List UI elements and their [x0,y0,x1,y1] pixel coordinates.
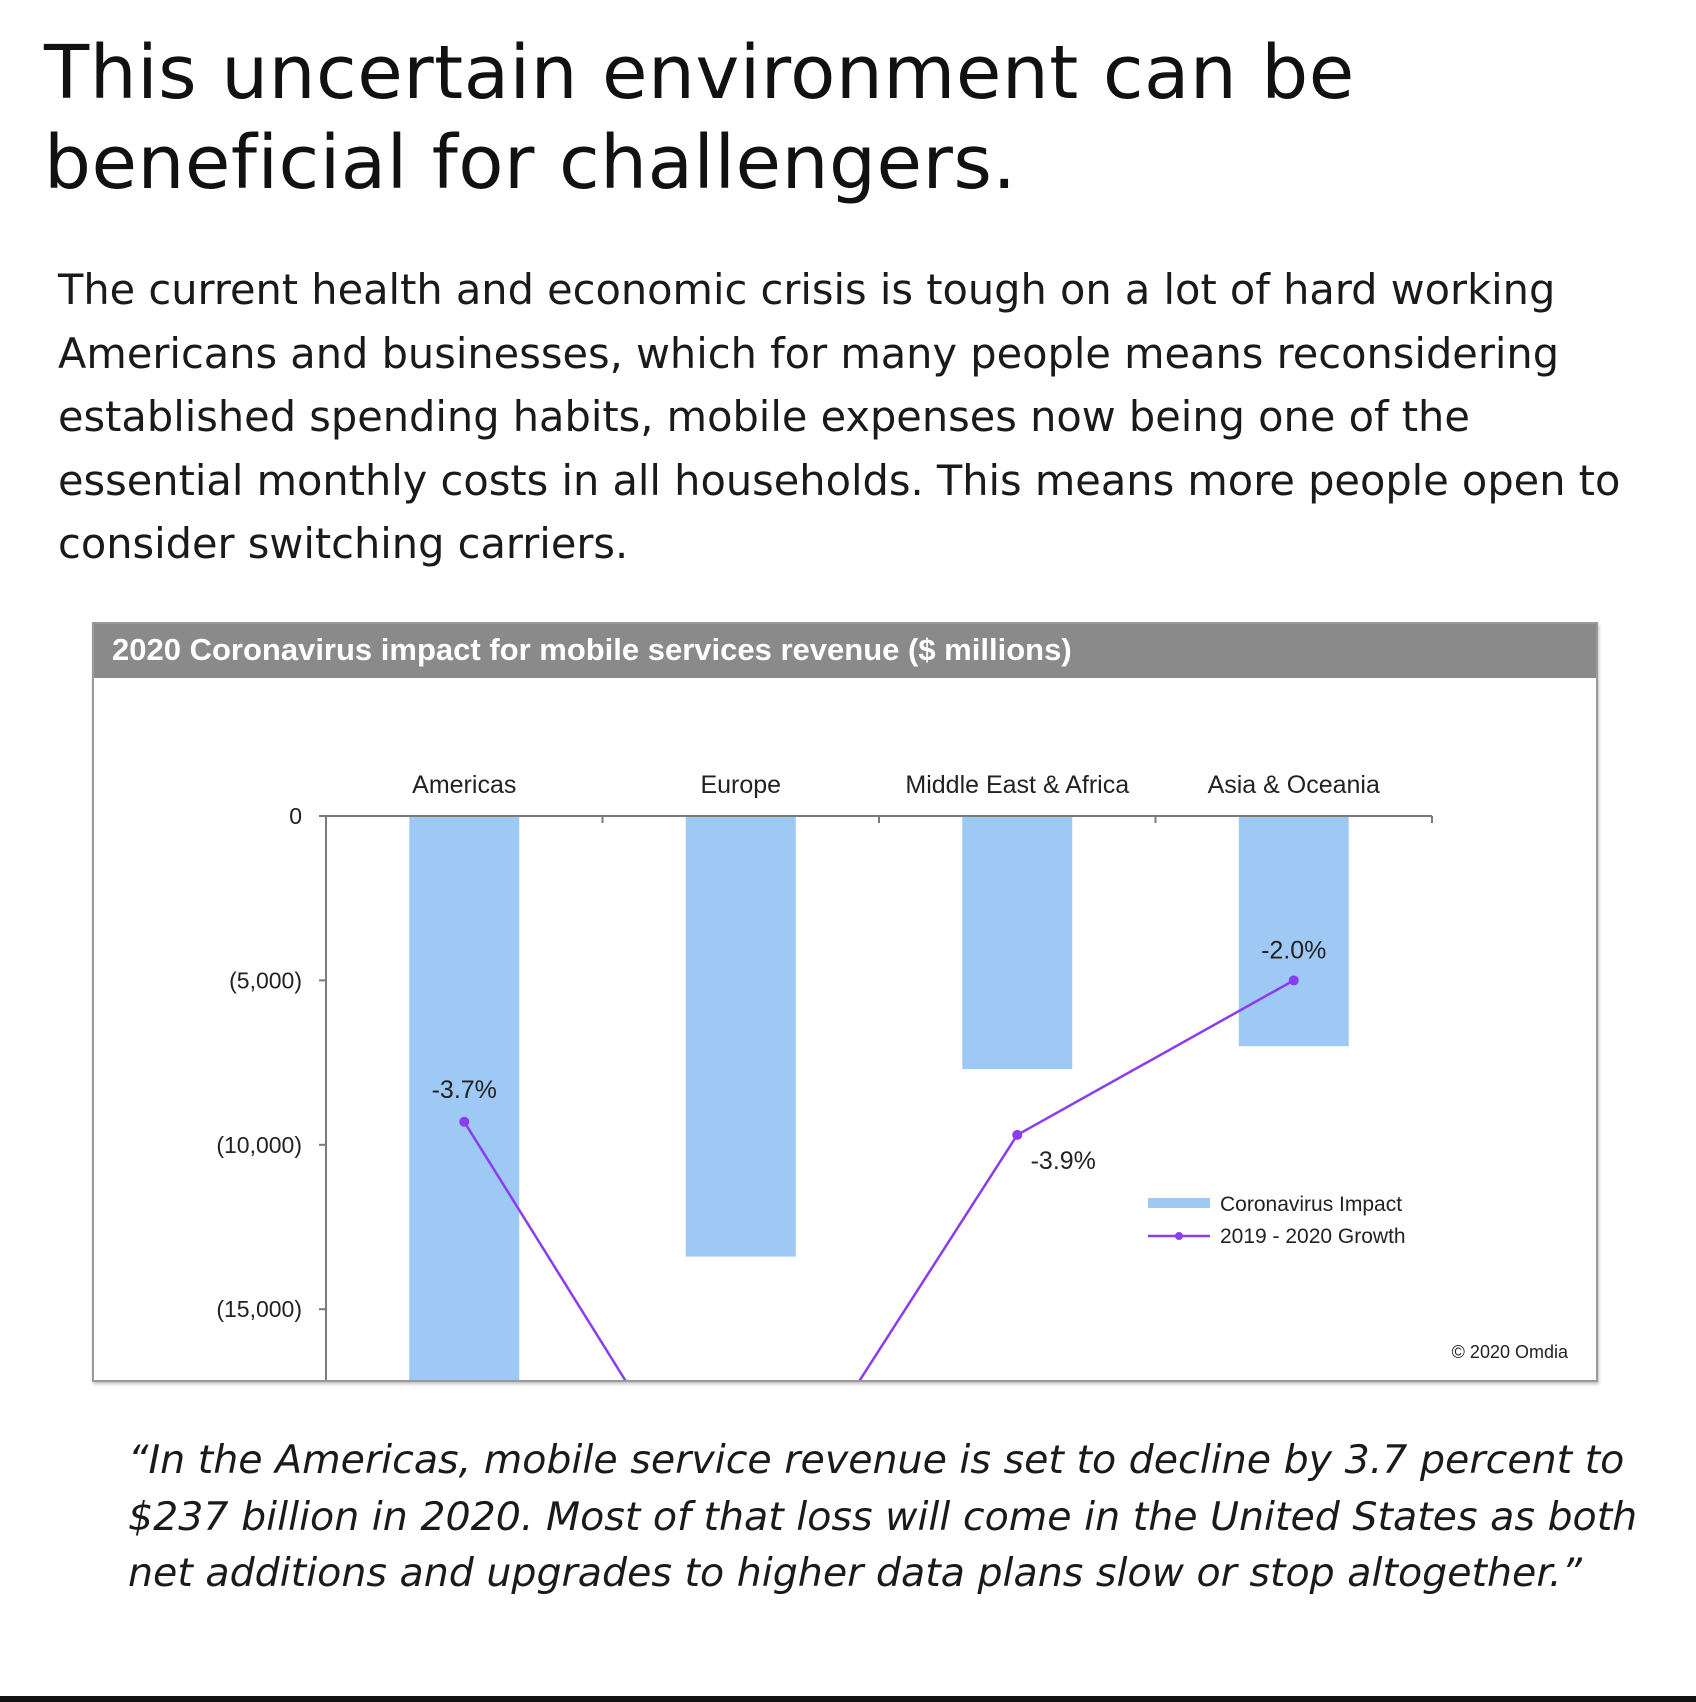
legend-line-marker [1175,1232,1183,1240]
growth-point [1288,975,1299,986]
legend-label-impact: Coronavirus Impact [1220,1193,1402,1216]
bar-americas [409,816,520,1380]
intro-paragraph: The current health and economic crisis i… [58,265,1621,568]
growth-line [463,979,1295,1380]
bar-asia-oceania [1238,816,1349,1047]
legend-label-growth: 2019 - 2020 Growth [1220,1225,1406,1248]
chart-title: 2020 Coronavirus impact for mobile servi… [112,632,1072,667]
bar-line-chart: 0(5,000)(10,000)(15,000)(20,000)(25,000)… [216,771,1569,1380]
y-tick-label: (10,000) [216,1132,302,1158]
y-tick-label: 0 [289,803,302,829]
growth-point [1012,1129,1023,1140]
category-label: Middle East & Africa [905,771,1129,799]
category-label: Asia & Oceania [1208,771,1380,799]
page-heading: This uncertain environment can be benefi… [44,30,1355,206]
y-tick-label: (15,000) [216,1296,302,1322]
growth-data-label: -3.7% [432,1076,497,1104]
chart-title-bar: 2020 Coronavirus impact for mobile servi… [94,624,1596,678]
chart-panel: 2020 Coronavirus impact for mobile servi… [92,622,1598,1382]
source-note: © 2020 Omdia [1452,1342,1569,1362]
bar-middle-east-africa [962,816,1073,1070]
growth-point [459,1116,470,1127]
legend-bar-swatch [1148,1198,1210,1208]
category-label: Europe [700,771,781,799]
growth-data-label: -3.9% [1031,1147,1096,1175]
quote-text: “In the Americas, mobile service revenue… [128,1437,1638,1596]
category-label: Americas [412,771,516,799]
bottom-rule [0,1696,1696,1702]
y-tick-label: (5,000) [229,967,302,993]
bar-europe [685,816,796,1257]
growth-data-label: -2.0% [1261,936,1326,964]
